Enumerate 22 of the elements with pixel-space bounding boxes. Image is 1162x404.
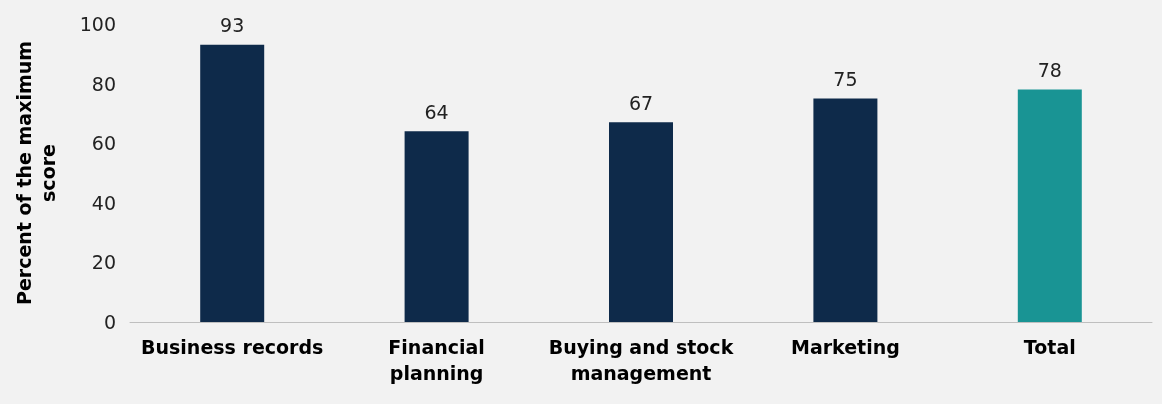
y-tick-label: 20 xyxy=(91,251,116,274)
x-tick-label: Financial planning xyxy=(388,336,485,384)
data-label: 67 xyxy=(628,91,654,114)
y-tick-label: 0 xyxy=(103,311,116,333)
y-tick-label: 40 xyxy=(91,191,116,214)
data-label: 64 xyxy=(424,100,449,123)
y-axis-title: Percent of the maximum score xyxy=(13,40,59,306)
data-label: 75 xyxy=(833,68,858,90)
bar xyxy=(609,122,673,322)
y-tick-label: 80 xyxy=(91,72,116,95)
data-label: 93 xyxy=(220,14,245,37)
y-tick-label: 60 xyxy=(91,132,116,155)
x-tick-label: Business records xyxy=(141,336,324,358)
x-tick-label: Total xyxy=(1023,336,1076,358)
bar xyxy=(813,98,878,322)
y-tick-label: 100 xyxy=(79,13,116,35)
bar xyxy=(404,131,469,322)
bar xyxy=(200,44,265,322)
bar xyxy=(1017,89,1082,322)
x-tick-label: Buying and stock management xyxy=(548,336,734,384)
x-tick-label: Marketing xyxy=(790,336,900,358)
data-label: 78 xyxy=(1037,59,1062,82)
